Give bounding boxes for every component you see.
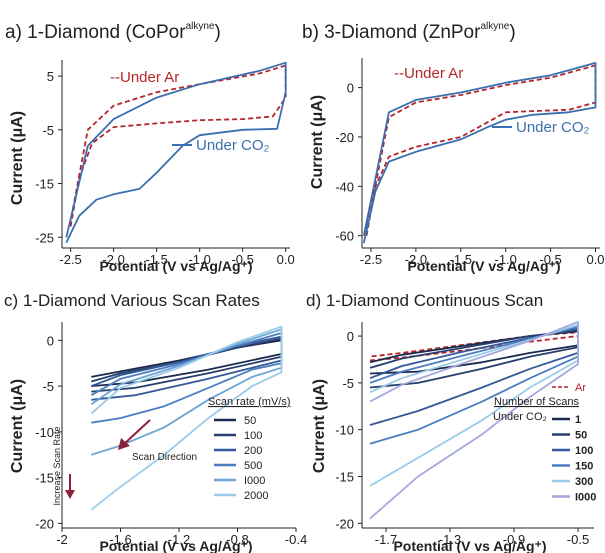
legend-c-title: Scan rate (mV/s)	[208, 396, 291, 408]
series-b-1	[362, 62, 597, 244]
panel-a-series	[65, 61, 287, 243]
series-a-1	[65, 61, 287, 243]
panel-c-xlabel: Potential (V vs Ag/Ag⁺)	[99, 538, 252, 553]
panel-c-ylabel: Current (μA)	[9, 379, 26, 473]
series-c-5	[90, 325, 283, 511]
x-tick-label-d-1: -1.3	[439, 532, 461, 547]
y-tick-label-d-3: -15	[335, 470, 354, 485]
panel-c-series	[90, 325, 283, 511]
y-tick-label-c-0: 0	[47, 333, 54, 348]
y-tick-label-b-0: 0	[347, 81, 354, 96]
x-tick-label-a-5: 0.0	[277, 252, 295, 267]
series-b-0	[365, 64, 597, 236]
series-d-3	[369, 327, 579, 426]
panel-b-ylabel: Current (μA)	[309, 95, 326, 189]
y-tick-label-d-1: -5	[342, 376, 354, 391]
x-tick-label-c-1: -1.6	[109, 532, 131, 547]
legend-c-label-2: 200	[244, 445, 262, 457]
y-tick-label-c-3: -15	[35, 471, 54, 486]
x-tick-label-d-3: -0.5	[567, 532, 589, 547]
legend-c: 50 100 200 500 I000 2000	[214, 415, 268, 502]
x-tick-label-b-5: 0.0	[586, 252, 604, 267]
x-tick-label-a-4: -0.5	[231, 252, 253, 267]
x-tick-label-b-3: -1.0	[494, 252, 516, 267]
legend-c-label-1: 100	[244, 430, 262, 442]
x-tick-label-d-0: -1.7	[375, 532, 397, 547]
annotation-scan-direction: Scan Direction	[132, 452, 197, 463]
x-tick-label-c-2: -1.2	[168, 532, 190, 547]
x-tick-label-b-1: -2.0	[405, 252, 427, 267]
y-tick-label-d-4: -20	[335, 516, 354, 531]
series-a-0	[69, 64, 287, 227]
legend-a-co2: Under CO₂	[196, 137, 270, 154]
x-tick-label-a-2: -1.5	[145, 252, 167, 267]
panel-b-series	[362, 62, 597, 244]
panel-c-title: c) 1-Diamond Various Scan Rates	[4, 291, 260, 310]
panel-d-ylabel: Current (μA)	[311, 379, 328, 473]
panel-b-axes: -2.5 -2.0 -1.5 -1.0 -0.5 0.0 0 -20 -40 -60	[335, 58, 605, 267]
panel-b: b) 3-Diamond (ZnPoralkyne) -2.5 -2.0 -1.5-…	[302, 21, 605, 274]
y-tick-label-a-2: -15	[35, 177, 54, 192]
panel-b-title: b) 3-Diamond (ZnPoralkyne)	[302, 21, 516, 43]
panel-a-title: a) 1-Diamond (CoPoralkyne)	[5, 21, 221, 43]
x-tick-label-c-0: -2	[56, 532, 68, 547]
legend-c-label-5: 2000	[244, 490, 268, 502]
legend-d-label-2: 50	[575, 430, 587, 442]
y-tick-label-a-0: 5	[47, 69, 54, 84]
panel-c-axes: -2 -1.6 -1.2 -0.8 -0.4 0 -5 -10 -15 -20	[35, 322, 307, 547]
legend-b-co2: Under CO₂	[516, 119, 590, 136]
y-tick-label-b-2: -40	[335, 179, 354, 194]
x-tick-label-b-0: -2.5	[360, 252, 382, 267]
panel-d: d) 1-Diamond Continuous Scan -1.7 -1.3 -0.…	[306, 291, 596, 553]
panel-d-series	[369, 321, 579, 520]
legend-c-label-3: 500	[244, 460, 262, 472]
y-tick-label-b-3: -60	[335, 229, 354, 244]
legend-d-label-1: 1	[575, 414, 581, 426]
y-tick-label-d-0: 0	[347, 329, 354, 344]
series-d-6	[369, 321, 579, 520]
x-tick-label-a-1: -2.0	[102, 252, 124, 267]
scan-direction-arrow-shaft	[123, 419, 151, 445]
legend-d-label-4: 150	[575, 461, 593, 473]
panel-d-axes: -1.7 -1.3 -0.9 -0.5 0 -5 -10 -15 -20	[335, 322, 594, 547]
legend-d-label-0: Ar	[575, 382, 586, 394]
x-tick-label-b-2: -1.5	[450, 252, 472, 267]
scan-direction-arrow-head	[118, 438, 130, 450]
panel-c: c) 1-Diamond Various Scan Rates -2 -1.6 -1…	[4, 291, 307, 553]
panel-a-xlabel: Potential (V vs Ag/Ag⁺)	[99, 258, 252, 274]
legend-d-label-3: 100	[575, 445, 593, 457]
panel-a-ylabel: Current (μA)	[9, 111, 26, 205]
y-tick-label-c-2: -10	[35, 425, 54, 440]
y-tick-label-b-1: -20	[335, 130, 354, 145]
x-tick-label-a-3: -1.0	[188, 252, 210, 267]
panel-a-axes: -2.5 -2.0 -1.5 -1.0 -0.5 0.0 5 -5 -15 -25	[35, 60, 295, 267]
legend-c-label-4: I000	[244, 475, 265, 487]
panel-b-xlabel: Potential (V vs Ag/Ag⁺)	[407, 258, 560, 274]
panel-d-xlabel: Potential (V vs Ag/Ag⁺)	[393, 538, 546, 553]
panel-d-title: d) 1-Diamond Continuous Scan	[306, 291, 543, 310]
x-tick-label-c-3: -0.8	[226, 532, 248, 547]
legend-d-label-5: 300	[575, 476, 593, 488]
y-tick-label-c-1: -5	[42, 379, 54, 394]
legend-d-row-label: Under CO₂	[493, 411, 547, 423]
legend-d-title: Number of Scans	[494, 396, 579, 408]
increase-arrow-head	[65, 490, 75, 499]
legend-a-ar: --Under Ar	[110, 69, 179, 86]
series-c-2	[90, 335, 283, 401]
legend-b-ar: --Under Ar	[394, 65, 463, 82]
y-tick-label-a-3: -25	[35, 230, 54, 245]
y-tick-label-c-4: -20	[35, 516, 54, 531]
annotation-increase-scan-rate: Increase Scan Rate	[52, 426, 62, 505]
x-tick-label-a-0: -2.5	[59, 252, 81, 267]
x-tick-label-b-4: -0.5	[539, 252, 561, 267]
x-tick-label-c-4: -0.4	[285, 532, 307, 547]
y-tick-label-a-1: -5	[42, 123, 54, 138]
panel-a: a) 1-Diamond (CoPoralkyne) -2.5 -2.0 -1.5-…	[5, 21, 295, 274]
legend-c-label-0: 50	[244, 415, 256, 427]
y-tick-label-d-2: -10	[335, 423, 354, 438]
legend-d-label-6: I000	[575, 492, 596, 504]
x-tick-label-d-2: -0.9	[503, 532, 525, 547]
